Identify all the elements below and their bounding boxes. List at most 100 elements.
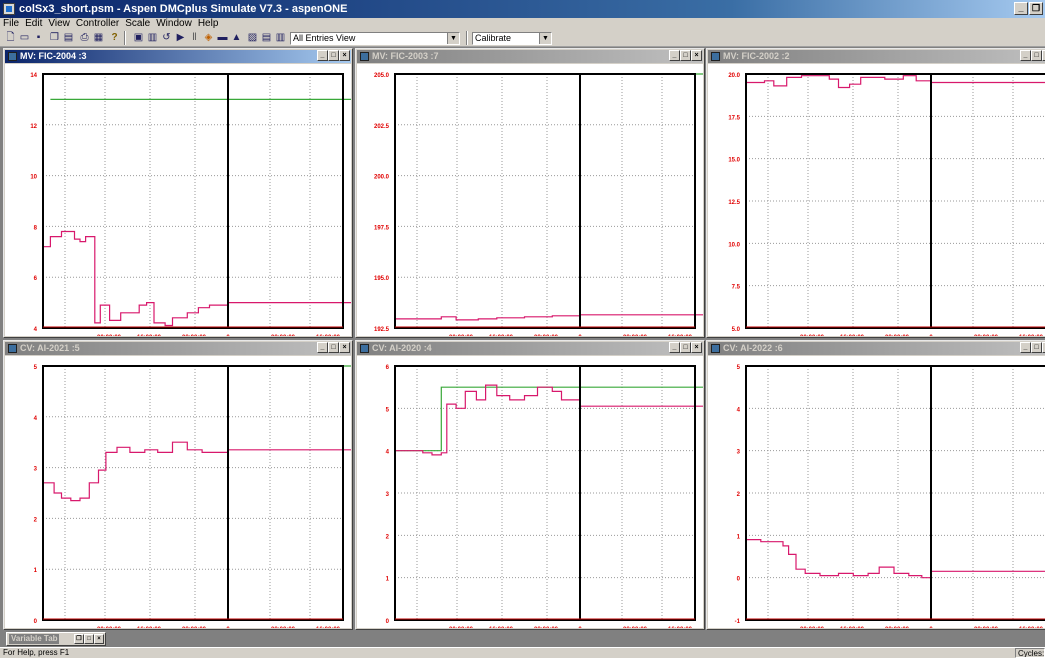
copy-icon[interactable]: ❐ [50,32,59,43]
close-button[interactable]: × [1042,50,1045,61]
maximize-button[interactable]: □ [680,342,691,353]
pause-icon[interactable]: Ⅱ [192,32,197,43]
rewind-icon[interactable]: ↺ [162,32,171,43]
x-tick-label: -16:00:00 [838,335,865,336]
y-tick-label: 4 [386,450,390,456]
record-icon[interactable]: ▥ [147,32,158,43]
trend-window[interactable]: MV: FIC-2002 :2 _□× 20.0 17.5 15.0 12.5 10.0 7.… [706,48,1045,338]
step-icon[interactable]: ▣ [133,32,144,43]
trend-window[interactable]: MV: FIC-2003 :7 _ □ × 205.0 202.5 200.0 197.5 19… [355,48,705,338]
trend-window[interactable]: CV: AI-2022 :6 _□× 5 4 3 2 1 0 -1 -00:00:00 -16:00… [706,340,1045,630]
save-icon[interactable]: ▪ [36,32,41,43]
trend-window-title[interactable]: MV: FIC-2004 :3 _ □ × [5,50,351,63]
chart-window-icon [360,344,369,353]
menu-window[interactable]: Window [156,18,192,29]
trend-title-text: CV: AI-2020 :4 [372,343,432,353]
y-tick-label: 1 [386,577,390,583]
menu-scale[interactable]: Scale [125,18,151,29]
y-tick-label: 4 [737,407,741,413]
trend-window[interactable]: MV: FIC-2004 :3 _□× 14 12 10 8 6 4 -00:00:00 -16:… [3,48,353,338]
toolbar: 🗋 ▭ ▪ ❐ ▤ ⎙ ▦ ? ▣ ▥ ↺ ▶ Ⅱ ◈ ▬ ▲ ▨ ▤ ▥ Al… [0,30,1045,47]
print-icon[interactable]: ⎙ [80,32,89,43]
table-view-icon[interactable]: ▥ [275,32,286,43]
menu-help[interactable]: Help [197,18,219,29]
trend-chart: 14 12 10 8 6 4 -00:00:00 -16:00:00 -08:00:00 0 08:… [30,73,351,336]
restore-button[interactable]: ❐ [1029,2,1043,15]
menu-controller[interactable]: Controller [75,18,120,29]
menu-edit[interactable]: Edit [25,18,43,29]
close-button[interactable]: × [94,634,104,644]
trend-icon[interactable]: ▨ [247,32,258,43]
close-button[interactable]: × [691,50,702,61]
trend-window-title[interactable]: CV: AI-2020 :4 _ □ × [357,342,703,355]
trend-chart: 5 4 3 2 1 0 -1 -00:00:00 -16:00:00 -08:00:00 0 08:0… [735,365,1045,628]
new-file-icon[interactable]: 🗋 [6,32,15,43]
mode-select[interactable]: Calibrate ▼ [472,32,552,45]
minimize-button[interactable]: _ [669,50,680,61]
trend-chart: 20.0 17.5 15.0 12.5 10.0 7.5 5.0 -00:00:00 -16:0… [728,73,1045,336]
y-tick-label: 5.0 [732,327,741,333]
menu-view[interactable]: View [48,18,70,29]
y-tick-label: 6 [386,365,390,371]
close-button[interactable]: × [691,342,702,353]
trend-title-text: MV: FIC-2004 :3 [20,51,87,61]
x-tick-label: -00:00:00 [95,335,122,336]
trend-window-title[interactable]: CV: AI-2022 :6 _□× [708,342,1045,355]
restore-button[interactable]: ❐ [74,634,84,644]
trend-window-title[interactable]: MV: FIC-2002 :2 _□× [708,50,1045,63]
y-tick-label: 3 [34,467,38,473]
menu-file[interactable]: File [3,18,20,29]
chevron-down-icon[interactable]: ▼ [447,33,459,44]
minimize-button[interactable]: _ [1014,2,1028,15]
trend-window-title[interactable]: MV: FIC-2003 :7 _ □ × [357,50,703,63]
plot-frame [745,365,1045,621]
minimize-button[interactable]: _ [669,342,680,353]
mode-select-value: Calibrate [475,33,512,43]
x-tick-label: -16:00:00 [135,627,162,628]
y-tick-label: -1 [735,619,741,625]
help-icon[interactable]: ? [111,32,118,43]
play-icon[interactable]: ▶ [176,32,185,43]
close-button[interactable]: × [339,342,350,353]
maximize-button[interactable]: □ [84,634,94,644]
chevron-down-icon[interactable]: ▼ [539,33,551,44]
x-tick-label: -08:00:00 [180,627,207,628]
list-view-icon[interactable]: ▤ [261,32,272,43]
x-tick-label: -00:00:00 [447,335,474,336]
close-button[interactable]: × [1042,342,1045,353]
x-tick-label: 0 [929,627,933,628]
maximize-button[interactable]: □ [328,342,339,353]
trend-window[interactable]: CV: AI-2021 :5 _□× 5 4 3 2 1 0 -00:00:00 -16:00:0… [3,340,353,630]
open-folder-icon[interactable]: ▭ [19,32,30,43]
minimize-button[interactable]: _ [317,50,328,61]
toolbar-separator [124,31,126,45]
y-tick-label: 12 [30,124,37,130]
maximize-button[interactable]: □ [680,50,691,61]
trend-window-title[interactable]: CV: AI-2021 :5 _ □ × [5,342,351,355]
connect-icon[interactable]: ▬ [217,32,228,43]
chart-window-icon [8,52,17,61]
minimize-button[interactable]: _ [1020,342,1031,353]
x-tick-label: -00:00:00 [447,627,474,628]
maximize-button[interactable]: □ [1031,50,1042,61]
minimize-button[interactable]: _ [317,342,328,353]
trend-plot: 6 5 4 3 2 1 0 -00:00:00 -16:00:00 -08:00:00 0 08:00… [357,356,703,628]
minimized-variable-tab[interactable]: Variable Tab ❐ □ × [6,632,106,646]
maximize-button[interactable]: □ [1031,342,1042,353]
y-tick-label: 4 [34,416,38,422]
trend-chart: 6 5 4 3 2 1 0 -00:00:00 -16:00:00 -08:00:00 0 08:00… [386,365,703,628]
view-select[interactable]: All Entries View ▼ [290,32,460,45]
close-button[interactable]: × [339,50,350,61]
trend-window[interactable]: CV: AI-2020 :4 _□× 6 5 4 3 2 1 0 -00:00:00 -16:00:… [355,340,705,630]
minimize-button[interactable]: _ [1020,50,1031,61]
y-tick-label: 1 [737,534,741,540]
maximize-button[interactable]: □ [328,50,339,61]
menu-bar: File Edit View Controller Scale Window Help [0,18,1045,30]
app-icon[interactable] [3,3,15,15]
y-tick-label: 200.0 [374,175,390,181]
x-tick-label: 08:00:00 [974,627,999,628]
paste-icon[interactable]: ▤ [63,32,74,43]
calibrate-icon[interactable]: ◈ [204,32,213,43]
print-preview-icon[interactable]: ▦ [93,32,104,43]
lock-icon[interactable]: ▲ [231,32,242,43]
